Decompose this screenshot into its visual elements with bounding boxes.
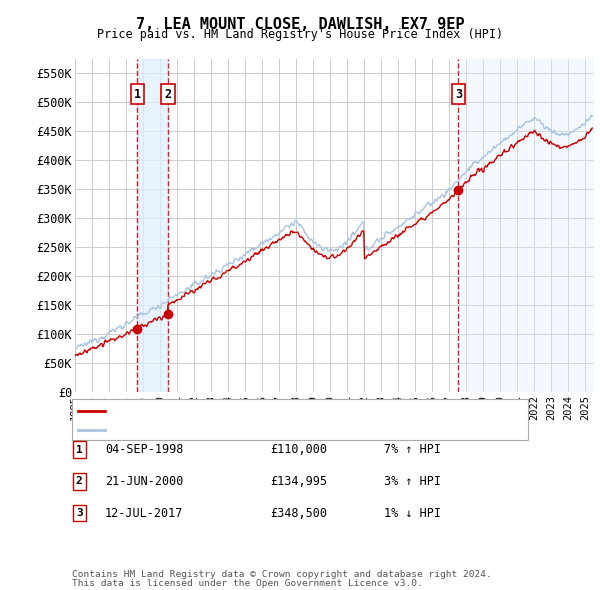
Text: £348,500: £348,500: [270, 507, 327, 520]
Bar: [137, 59, 168, 392]
Text: 3: 3: [455, 87, 462, 100]
Text: 7, LEA MOUNT CLOSE, DAWLISH, EX7 9EP (detached house): 7, LEA MOUNT CLOSE, DAWLISH, EX7 9EP (de…: [109, 406, 454, 416]
Text: 1: 1: [134, 87, 141, 100]
Text: 1% ↓ HPI: 1% ↓ HPI: [384, 507, 441, 520]
Text: 2: 2: [76, 477, 83, 486]
Text: £134,995: £134,995: [270, 475, 327, 488]
Text: £110,000: £110,000: [270, 443, 327, 456]
Text: 7% ↑ HPI: 7% ↑ HPI: [384, 443, 441, 456]
Text: 3% ↑ HPI: 3% ↑ HPI: [384, 475, 441, 488]
Text: 2: 2: [164, 87, 172, 100]
Bar: [458, 59, 594, 392]
Text: 1: 1: [76, 445, 83, 454]
Text: HPI: Average price, detached house, Teignbridge: HPI: Average price, detached house, Teig…: [109, 425, 415, 434]
Text: Price paid vs. HM Land Registry's House Price Index (HPI): Price paid vs. HM Land Registry's House …: [97, 28, 503, 41]
Text: 21-JUN-2000: 21-JUN-2000: [105, 475, 184, 488]
Text: 12-JUL-2017: 12-JUL-2017: [105, 507, 184, 520]
Text: This data is licensed under the Open Government Licence v3.0.: This data is licensed under the Open Gov…: [72, 579, 423, 588]
Text: 04-SEP-1998: 04-SEP-1998: [105, 443, 184, 456]
Text: Contains HM Land Registry data © Crown copyright and database right 2024.: Contains HM Land Registry data © Crown c…: [72, 570, 492, 579]
Text: 3: 3: [76, 509, 83, 518]
Text: 7, LEA MOUNT CLOSE, DAWLISH, EX7 9EP: 7, LEA MOUNT CLOSE, DAWLISH, EX7 9EP: [136, 17, 464, 31]
